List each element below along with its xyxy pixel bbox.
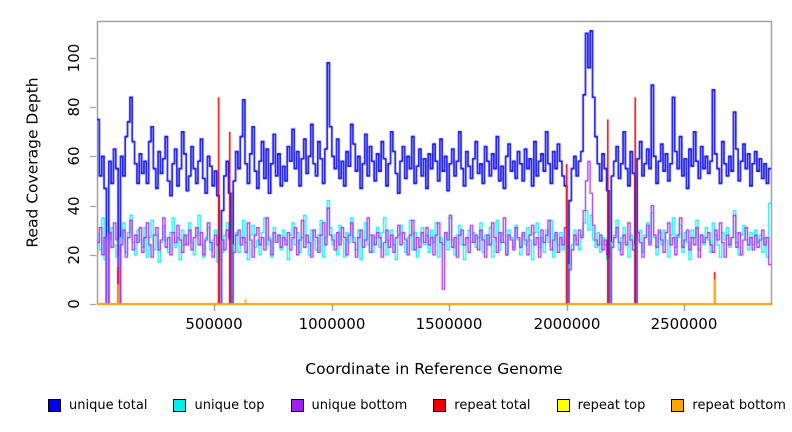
y-tick-label-20: 20 <box>65 245 83 265</box>
legend-item-unique-total: unique total <box>48 398 147 413</box>
x-tick-label-500000: 500000 <box>185 315 243 333</box>
legend-label: repeat top <box>577 398 646 413</box>
legend-label: unique top <box>194 398 265 413</box>
repeat-top-swatch-icon <box>556 399 570 412</box>
legend-item-repeat-total: repeat total <box>433 398 531 413</box>
legend-item-unique-bottom: unique bottom <box>290 398 408 413</box>
y-axis-label: Read Coverage Depth <box>23 77 42 248</box>
legend-item-unique-top: unique top <box>173 398 265 413</box>
repeat-total-swatch-icon <box>433 399 447 412</box>
x-axis-label: Coordinate in Reference Genome <box>305 360 563 378</box>
unique-total-swatch-icon <box>48 399 61 412</box>
legend-label: unique bottom <box>311 398 408 413</box>
x-tick-label-2500000: 2500000 <box>650 315 718 333</box>
legend-item-repeat-bottom: repeat bottom <box>671 398 786 413</box>
legend-label: repeat total <box>454 398 531 413</box>
y-tick-label-60: 60 <box>65 146 83 166</box>
legend-label: unique total <box>69 398 148 413</box>
unique-bottom-swatch-icon <box>290 399 304 412</box>
x-tick-label-1000000: 1000000 <box>298 315 366 333</box>
y-tick-label-100: 100 <box>65 43 83 73</box>
unique-top-swatch-icon <box>173 399 187 412</box>
repeat-bottom-swatch-icon <box>671 399 685 412</box>
x-tick-label-1500000: 1500000 <box>415 315 483 333</box>
y-tick-label-80: 80 <box>65 97 83 117</box>
y-tick-label-40: 40 <box>65 196 83 216</box>
legend-label: repeat bottom <box>692 398 786 413</box>
x-tick-label-2000000: 2000000 <box>533 315 601 333</box>
legend-item-repeat-top: repeat top <box>556 398 646 413</box>
chart-legend: unique total unique top unique bottom re… <box>48 398 786 413</box>
y-tick-label-0: 0 <box>65 299 83 309</box>
